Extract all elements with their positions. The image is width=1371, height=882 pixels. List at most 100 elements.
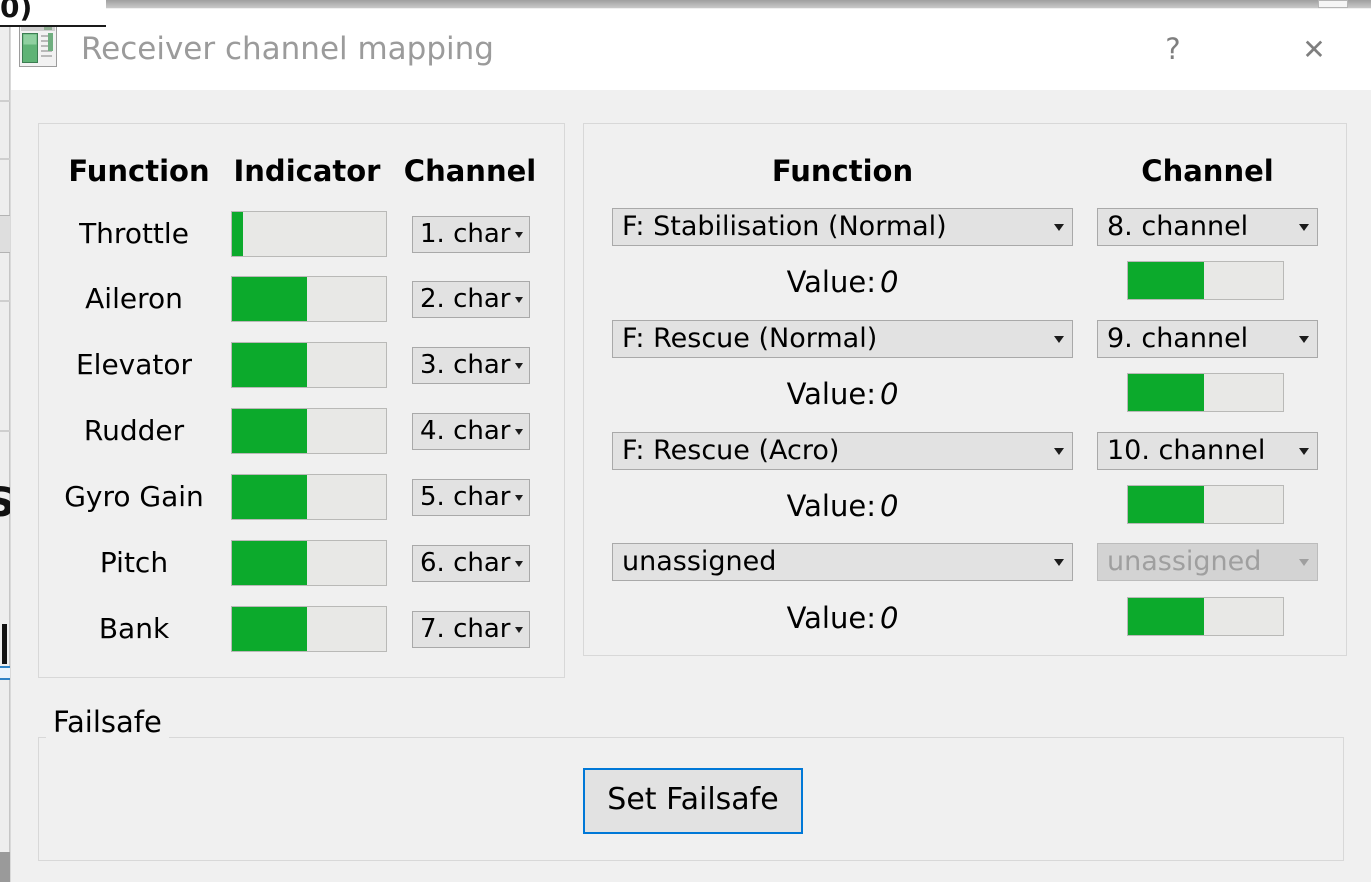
channel-select-value: 2. char (420, 284, 511, 314)
value-label: Value: (786, 601, 876, 635)
indicator-fill (1128, 262, 1204, 299)
function-label-gyro-gain: Gyro Gain (64, 480, 204, 513)
channel-select-gyro-gain[interactable]: 5. char (412, 479, 530, 516)
aux-value-3: Value: 0 (612, 485, 1073, 527)
aux-channel-select-3[interactable]: 10. channel (1097, 432, 1318, 470)
chevron-down-icon (1054, 559, 1064, 566)
aux-indicator-bar-4 (1127, 597, 1284, 636)
indicator-bar-gyro-gain (231, 474, 387, 520)
aux-function-value: F: Rescue (Acro) (622, 435, 840, 466)
chevron-down-icon (515, 560, 523, 567)
indicator-fill (232, 607, 308, 651)
channel-select-value: 3. char (420, 350, 511, 380)
background-window-top-edge (106, 0, 1371, 8)
background-window-top-corner: 0) (0, 0, 106, 27)
value-number: 0 (879, 265, 899, 299)
aux-function-select-3[interactable]: F: Rescue (Acro) (612, 432, 1073, 470)
aux-function-value: F: Stabilisation (Normal) (622, 211, 947, 242)
indicator-fill (1128, 486, 1204, 523)
function-label-throttle: Throttle (79, 217, 189, 250)
value-number: 0 (879, 601, 899, 635)
channel-select-elevator[interactable]: 3. char (412, 347, 530, 384)
background-scrollbar-thumb (1318, 0, 1348, 8)
indicator-bar-bank (231, 606, 387, 652)
channel-select-value: 4. char (420, 416, 511, 446)
right-header-function: Function (771, 154, 914, 188)
chevron-down-icon (515, 428, 523, 435)
background-window-left-edge: S (0, 8, 15, 882)
indicator-fill (232, 541, 308, 585)
aux-indicator-bar-1 (1127, 261, 1284, 300)
function-label-elevator: Elevator (75, 348, 193, 381)
indicator-fill (232, 475, 308, 519)
aux-function-value: F: Rescue (Normal) (622, 323, 878, 354)
aux-value-1: Value: 0 (612, 261, 1073, 303)
background-text-fragment-top: 0) (0, 0, 33, 24)
indicator-bar-pitch (231, 540, 387, 586)
channel-select-value: 6. char (420, 548, 511, 578)
aux-indicator-bar-3 (1127, 485, 1284, 524)
aux-indicator-bar-2 (1127, 373, 1284, 412)
indicator-bar-elevator (231, 342, 387, 388)
chevron-down-icon (515, 296, 523, 303)
value-label: Value: (786, 377, 876, 411)
chevron-down-icon (1054, 336, 1064, 343)
value-label: Value: (786, 489, 876, 523)
value-label: Value: (786, 265, 876, 299)
aux-channel-select-2[interactable]: 9. channel (1097, 320, 1318, 358)
function-label-aileron: Aileron (85, 282, 183, 315)
chevron-down-icon (1299, 224, 1309, 231)
channel-select-throttle[interactable]: 1. char (412, 216, 530, 253)
channel-select-value: 1. char (420, 219, 511, 249)
indicator-fill (232, 409, 308, 453)
left-header-function: Function (68, 154, 210, 188)
indicator-bar-throttle (231, 211, 387, 257)
chevron-down-icon (515, 494, 523, 501)
aux-function-select-4[interactable]: unassigned (612, 543, 1073, 581)
value-number: 0 (879, 377, 899, 411)
right-header-channel: Channel (1141, 154, 1274, 188)
aux-function-select-2[interactable]: F: Rescue (Normal) (612, 320, 1073, 358)
aux-channel-select-1[interactable]: 8. channel (1097, 208, 1318, 246)
left-header-channel: Channel (403, 154, 537, 188)
help-button[interactable]: ? (1165, 32, 1181, 66)
app-window-icon (19, 25, 57, 67)
aux-channel-value: 8. channel (1107, 211, 1249, 242)
chevron-down-icon (1054, 224, 1064, 231)
failsafe-group-label: Failsafe (46, 703, 169, 741)
indicator-fill (232, 277, 308, 321)
channel-select-bank[interactable]: 7. char (412, 611, 530, 648)
chevron-down-icon (515, 231, 523, 238)
indicator-bar-aileron (231, 276, 387, 322)
indicator-bar-rudder (231, 408, 387, 454)
function-label-bank: Bank (98, 612, 170, 645)
function-label-rudder: Rudder (83, 414, 185, 447)
channel-select-rudder[interactable]: 4. char (412, 413, 530, 450)
channel-select-aileron[interactable]: 2. char (412, 281, 530, 318)
dialog-title: Receiver channel mapping (81, 31, 494, 67)
aux-channel-value: 10. channel (1107, 435, 1266, 466)
aux-value-4: Value: 0 (612, 597, 1073, 639)
aux-channel-value: 9. channel (1107, 323, 1249, 354)
aux-functions-groupbox (583, 123, 1347, 656)
indicator-fill (232, 212, 243, 256)
aux-function-select-1[interactable]: F: Stabilisation (Normal) (612, 208, 1073, 246)
channel-select-pitch[interactable]: 6. char (412, 545, 530, 582)
aux-channel-select-4: unassigned (1097, 543, 1318, 581)
function-label-pitch: Pitch (99, 546, 169, 579)
chevron-down-icon (515, 626, 523, 633)
value-number: 0 (879, 489, 899, 523)
channel-mapping-groupbox (38, 123, 565, 678)
close-button[interactable]: ✕ (1302, 33, 1326, 66)
failsafe-groupbox (38, 737, 1344, 861)
set-failsafe-button[interactable]: Set Failsafe (583, 768, 803, 834)
background-glyph-fragment (2, 624, 7, 664)
channel-select-value: 7. char (420, 614, 511, 644)
chevron-down-icon (1299, 336, 1309, 343)
channel-select-value: 5. char (420, 482, 511, 512)
chevron-down-icon (1054, 448, 1064, 455)
chevron-down-icon (515, 362, 523, 369)
left-header-indicator: Indicator (233, 154, 381, 188)
aux-value-2: Value: 0 (612, 373, 1073, 415)
